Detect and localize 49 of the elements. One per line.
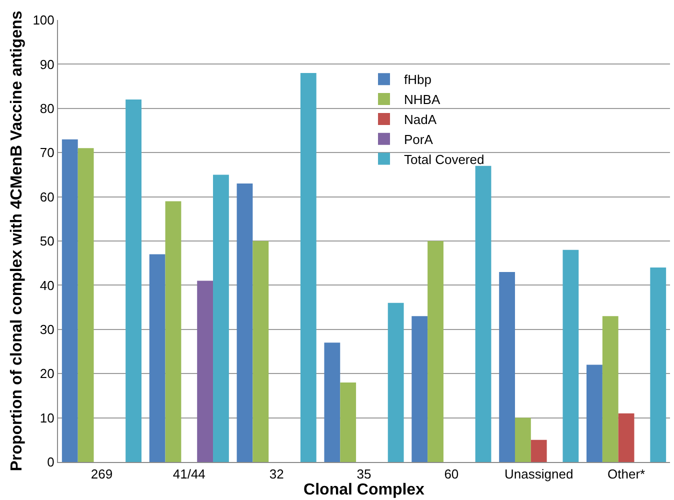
- y-tick-label: 80: [40, 100, 54, 116]
- bar: [562, 250, 579, 462]
- bar: [340, 382, 356, 462]
- bar: [412, 316, 428, 462]
- y-tick-label: 90: [40, 56, 54, 72]
- x-axis-title: Clonal Complex: [304, 482, 425, 499]
- y-axis-title: Proportion of clonal complex with 4CMenB Vaccine antigens: [8, 10, 26, 472]
- legend-label: fHbp: [404, 72, 432, 88]
- bar: [650, 268, 666, 462]
- legend-label: NadA: [404, 112, 437, 128]
- bar: [618, 413, 634, 462]
- bar: [165, 201, 182, 462]
- y-tick-label: 60: [40, 189, 54, 204]
- y-tick-label: 40: [40, 278, 54, 293]
- legend-label: PorA: [404, 132, 434, 147]
- bar: [602, 316, 618, 462]
- y-tick-label: 50: [40, 234, 54, 249]
- x-tick-label: Other*: [608, 466, 646, 482]
- x-tick-label: 41/44: [172, 466, 206, 482]
- y-tick-label: 10: [40, 410, 54, 426]
- bar: [475, 166, 492, 462]
- bar: [586, 364, 602, 462]
- bar: [324, 342, 340, 462]
- y-tick-label: 20: [40, 366, 54, 382]
- bar: [197, 280, 214, 462]
- bar: [530, 440, 547, 462]
- bar: [149, 254, 166, 462]
- bar: [62, 139, 78, 462]
- y-tick-label: 30: [40, 322, 54, 337]
- bar: [428, 241, 444, 462]
- x-tick-label: 269: [90, 466, 113, 482]
- y-tick-label: 100: [32, 12, 54, 28]
- bar: [388, 302, 404, 462]
- x-tick-label: 60: [444, 466, 459, 482]
- legend-label: Total Covered: [404, 152, 484, 167]
- bar: [126, 100, 142, 462]
- bar: [499, 272, 515, 462]
- y-tick-label: 70: [40, 145, 54, 160]
- bar: [78, 148, 94, 462]
- x-tick-label: Unassigned: [504, 466, 574, 482]
- bar: [514, 418, 531, 462]
- bar: [252, 241, 269, 462]
- x-tick-label: 32: [269, 466, 284, 482]
- y-tick-label: 0: [47, 454, 54, 470]
- bar: [300, 73, 316, 462]
- x-tick-label: 35: [356, 466, 372, 482]
- legend-label: NHBA: [404, 92, 440, 108]
- bar: [213, 174, 229, 462]
- bar: [236, 184, 253, 462]
